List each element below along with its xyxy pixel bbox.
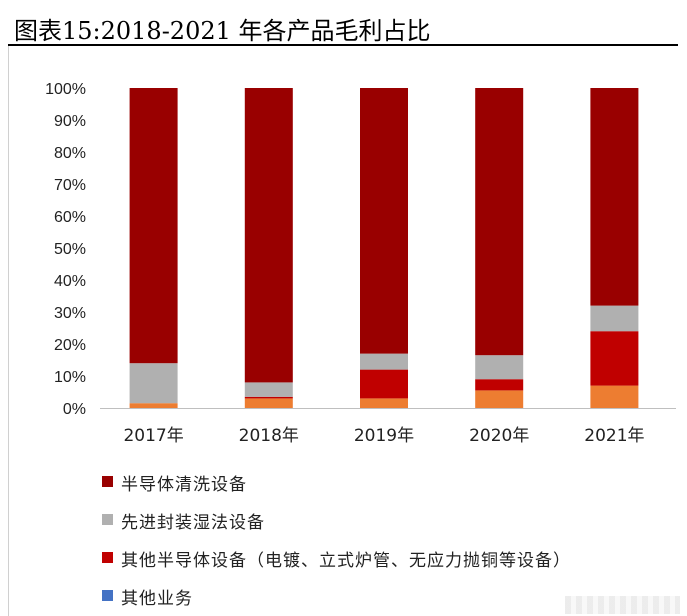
bar-segment-2 [360,369,408,399]
x-tick-label: 2018年 [239,426,299,446]
bar-segment-3 [590,305,639,332]
y-tick-label: 0% [63,401,86,418]
legend-label-other-equipment: 其他半导体设备（电镀、立式炉管、无应力抛铜等设备） [121,551,571,571]
x-tick-label: 2017年 [123,426,183,446]
y-tick-label: 70% [54,177,86,194]
legend-swatch-cleaning [102,476,113,487]
y-tick-label: 90% [54,113,86,130]
y-tick-label: 20% [54,337,86,354]
legend-label-cleaning: 半导体清洗设备 [121,475,247,495]
legend-swatch-other-business [102,590,113,601]
bar-segment-1 [590,385,639,408]
legend-swatch-other-equipment [102,552,113,563]
bar-segment-4 [244,88,293,383]
bar-segment-3 [129,363,178,404]
bar-segment-4 [129,88,178,364]
bar-segment-1 [244,398,293,408]
left-rule [8,46,9,616]
bar-segment-3 [475,355,524,380]
y-tick-label: 40% [54,273,86,290]
legend-label-packaging: 先进封装湿法设备 [121,513,265,533]
bar-segment-1 [360,398,408,408]
y-tick-label: 30% [54,305,86,322]
bar-segment-4 [360,88,408,354]
bar-segment-4 [475,88,524,356]
bar-segment-3 [244,382,293,397]
bar-segment-3 [360,353,408,370]
legend-label-other-business: 其他业务 [121,589,193,609]
bar-segment-2 [590,331,639,386]
bar-segment-2 [244,396,293,399]
bar-segment-1 [129,403,178,408]
x-tick-label: 2019年 [354,426,414,446]
y-tick-label: 80% [54,145,86,162]
axis-layer: 0% 10% 20% 30% 40% 50% 60% 70% 80% 90% 100% 2017年 20… [45,81,676,446]
x-tick-label: 2021年 [584,426,644,446]
x-tick-label: 2020年 [469,426,529,446]
y-tick-label: 60% [54,209,86,226]
watermark [565,596,680,614]
legend-swatch-packaging [102,514,113,525]
y-tick-label: 50% [54,241,86,258]
y-tick-label: 10% [54,369,86,386]
bar-layer [129,88,639,408]
chart-title: 图表15:2018-2021 年各产品毛利占比 [14,17,431,45]
y-tick-label: 100% [45,81,86,98]
title-bar: 图表15:2018-2021 年各产品毛利占比 [8,4,678,46]
bar-segment-2 [475,379,524,391]
bar-segment-4 [590,88,639,306]
bar-segment-1 [475,390,524,408]
